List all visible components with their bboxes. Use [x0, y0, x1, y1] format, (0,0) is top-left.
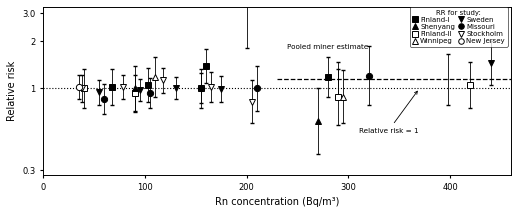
X-axis label: Rn concentration (Bq/m³): Rn concentration (Bq/m³) — [215, 197, 339, 207]
Legend: Finland-I, Shenyang, Finland-II, Winnipeg, Sweden, Missouri, Stockholm, New Jers: Finland-I, Shenyang, Finland-II, Winnipe… — [410, 7, 508, 47]
Y-axis label: Relative risk: Relative risk — [7, 61, 17, 121]
Text: Pooled miner estimate: Pooled miner estimate — [287, 44, 369, 50]
Text: Relative risk = 1: Relative risk = 1 — [358, 91, 418, 134]
